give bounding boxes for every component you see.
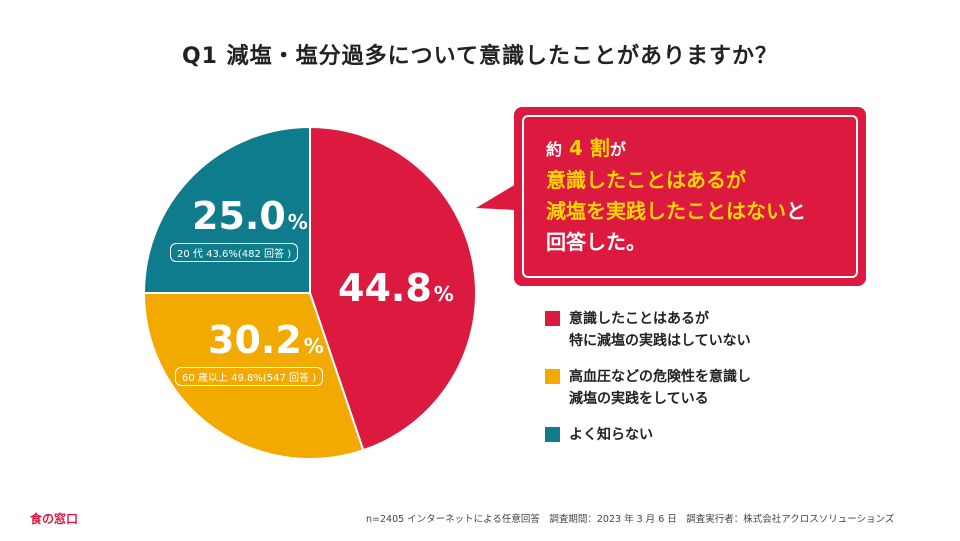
callout-line-1: 約 4 割が	[546, 133, 856, 165]
slice-label-25-0: 25.0%	[192, 194, 308, 238]
pie-slice-0	[309, 125, 477, 452]
legend-label-line1: 高血圧などの危険性を意識し	[569, 369, 751, 385]
callout-suffix: が	[609, 140, 626, 159]
legend-item: 高血圧などの危険性を意識し 減塩の実践をしている	[545, 366, 905, 410]
callout-box: 約 4 割が 意識したことはあるが 減塩を実践したことはないと 回答した。	[514, 107, 866, 286]
callout-line-3-suffix: と	[786, 199, 806, 223]
callout-line-4: 回答した。	[546, 230, 646, 254]
callout-prefix: 約	[546, 140, 563, 159]
chart-title: Q1 減塩・塩分過多について意識したことがありますか？	[181, 44, 778, 69]
callout-tail	[476, 184, 516, 210]
slice-value: 44.8	[338, 266, 432, 310]
pie-slice-1	[142, 292, 365, 460]
callout-line-3: 減塩を実践したことはないと	[546, 196, 856, 227]
pie-slice-2	[142, 125, 311, 294]
legend-label-line2: 減塩の実践をしている	[569, 391, 709, 407]
legend-label-line1: よく知らない	[569, 427, 653, 443]
slice-value: 30.2	[208, 318, 302, 362]
legend-item: よく知らない	[545, 424, 905, 446]
slice-sub-label-20s: 20 代 43.6%(482 回答 )	[170, 243, 299, 262]
slice-label-44-8: 44.8%	[338, 266, 454, 310]
slice-sub-label-60s: 60 歳以上 49.8%(547 回答 )	[175, 367, 324, 386]
callout-highlight-ratio: 4 割	[568, 136, 610, 160]
survey-footnote: n=2405 インターネットによる任意回答 調査期間：2023 年 3 月 6 …	[366, 514, 895, 525]
callout-line-2: 意識したことはあるが	[546, 168, 746, 192]
slice-unit: %	[303, 334, 324, 358]
brand-logo: 食の窓口	[30, 512, 79, 526]
legend-item: 意識したことはあるが 特に減塩の実践はしていない	[545, 308, 905, 352]
legend-label-line1: 意識したことはあるが	[569, 311, 709, 327]
legend-swatch	[545, 427, 560, 442]
chart-legend: 意識したことはあるが 特に減塩の実践はしていない 高血圧などの危険性を意識し 減…	[545, 308, 905, 460]
callout-highlight-text: 減塩を実践したことはない	[546, 199, 786, 223]
slice-label-30-2: 30.2%	[208, 318, 324, 362]
slice-unit: %	[433, 282, 454, 306]
legend-swatch	[545, 369, 560, 384]
legend-swatch	[545, 311, 560, 326]
slice-value: 25.0	[192, 194, 286, 238]
slice-unit: %	[287, 210, 308, 234]
legend-label-line2: 特に減塩の実践はしていない	[569, 333, 751, 349]
